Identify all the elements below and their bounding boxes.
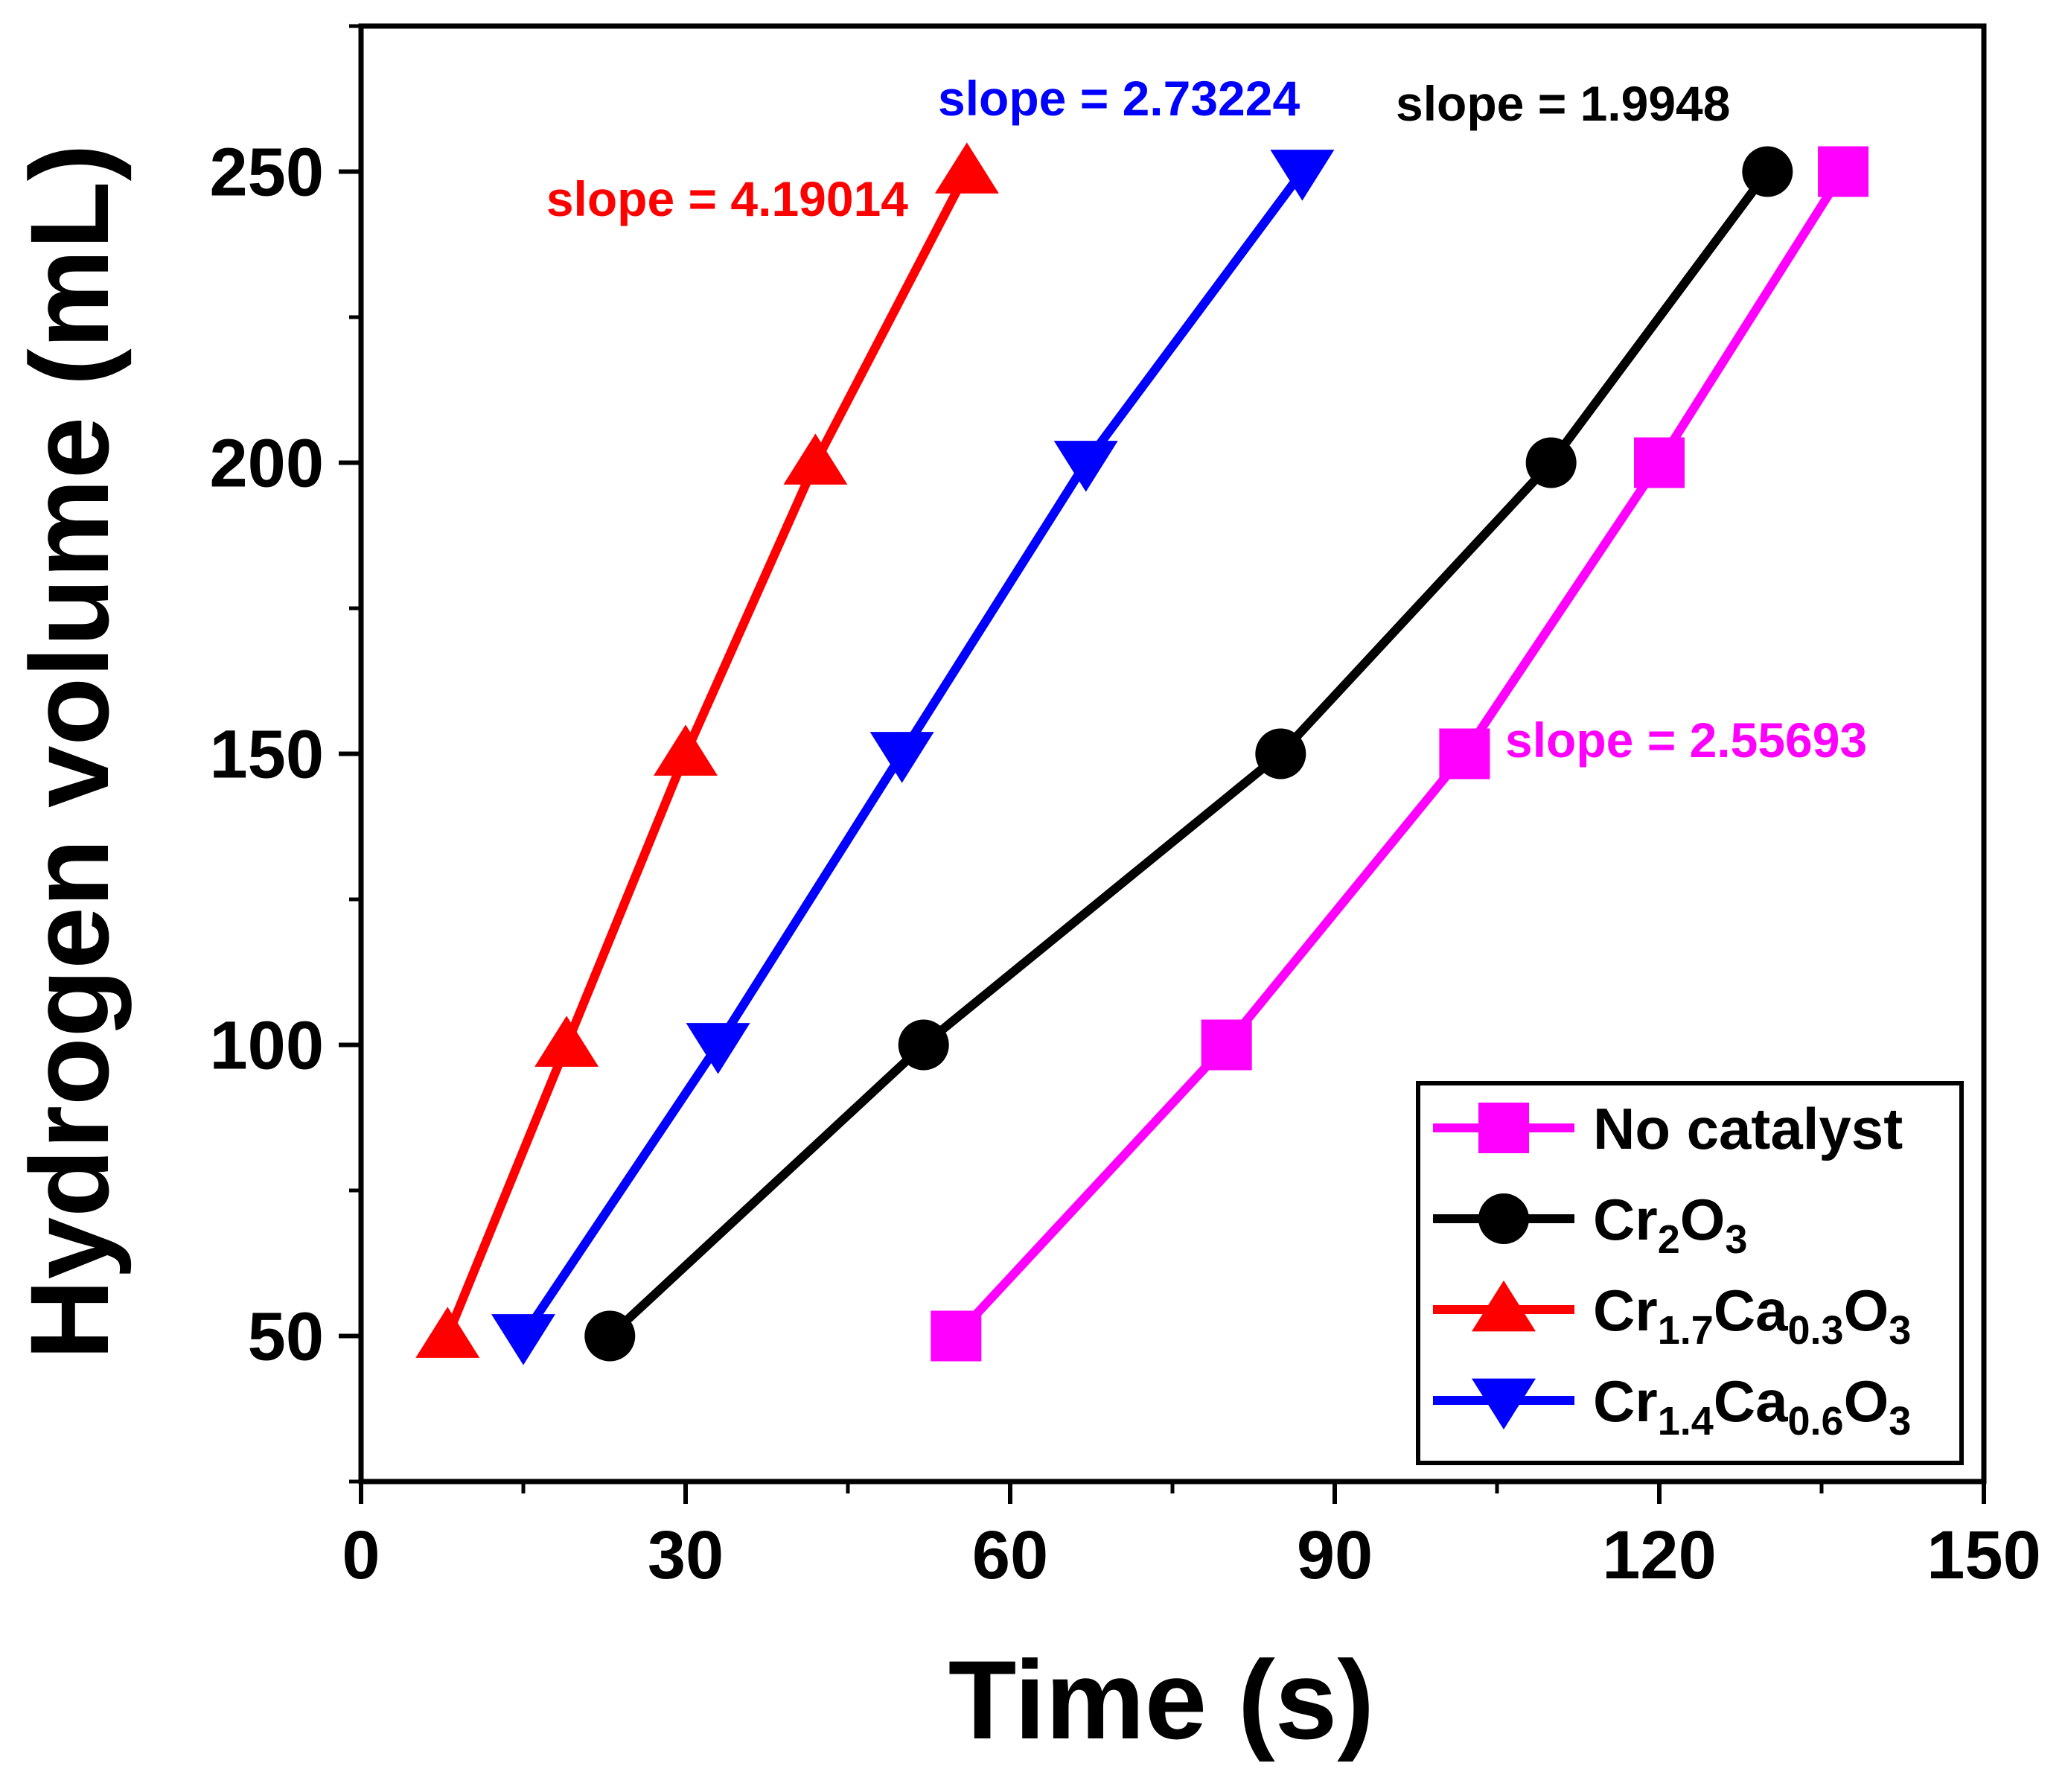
slope-annotation: slope = 2.55693: [1505, 712, 1867, 768]
data-point: [1742, 146, 1793, 197]
y-tick-label: 100: [210, 1008, 325, 1084]
legend-subscript: 0.3: [1787, 1308, 1843, 1353]
data-point: [1818, 146, 1869, 197]
legend-text: Cr: [1593, 1187, 1658, 1252]
legend-text: O: [1844, 1278, 1889, 1343]
legend-subscript: 3: [1889, 1399, 1911, 1444]
axis-ticks: 0 30 60 90 120 150 50 100 150 200 250: [210, 24, 2041, 1593]
legend-marker: [1471, 1378, 1536, 1430]
data-point: [686, 1023, 750, 1074]
legend-entry: Cr1.4Ca0.6O3: [1433, 1368, 1911, 1444]
data-point: [869, 732, 934, 783]
legend-marker: [1478, 1193, 1529, 1244]
legend-subscript: 2: [1658, 1217, 1680, 1262]
data-point: [534, 1015, 599, 1067]
data-point: [584, 1310, 636, 1362]
data-point: [491, 1314, 556, 1365]
legend-label: Cr1.7Ca0.3O3: [1593, 1278, 1911, 1353]
legend-label: Cr1.4Ca0.6O3: [1593, 1368, 1911, 1444]
data-point: [898, 1019, 949, 1071]
legend-entry: Cr1.7Ca0.3O3: [1433, 1278, 1911, 1353]
y-tick-label: 200: [210, 426, 325, 502]
data-point: [1525, 437, 1577, 488]
data-point: [783, 433, 848, 485]
x-tick-label: 150: [1927, 1517, 2041, 1593]
legend-entry: No catalyst: [1433, 1096, 1903, 1161]
x-tick-label: 30: [648, 1517, 724, 1593]
y-tick-label: 250: [210, 135, 325, 211]
data-point: [1270, 150, 1335, 201]
slope-annotations: slope = 2.55693 slope = 1.9948 slope = 4.1…: [546, 71, 1867, 768]
data-point: [653, 724, 718, 776]
data-point: [934, 142, 999, 194]
x-tick-label: 60: [972, 1517, 1048, 1593]
legend-text: O: [1844, 1368, 1889, 1434]
series-2: [415, 142, 999, 1358]
x-tick-label: 90: [1297, 1517, 1373, 1593]
slope-annotation: slope = 1.9948: [1396, 76, 1730, 131]
y-tick-label: 150: [210, 717, 325, 793]
x-tick-label: 120: [1602, 1517, 1717, 1593]
legend-subscript: 1.7: [1658, 1308, 1714, 1353]
x-tick-label: 0: [342, 1517, 380, 1593]
legend-entry: Cr2O3: [1433, 1187, 1747, 1262]
legend-marker: [1478, 1103, 1529, 1153]
legend-text: Ca: [1714, 1368, 1788, 1434]
data-point: [1634, 437, 1685, 488]
legend-subscript: 3: [1889, 1308, 1911, 1353]
legend-subscript: 3: [1725, 1217, 1747, 1262]
legend-subscript: 0.6: [1787, 1399, 1843, 1444]
x-axis-title: Time (s): [948, 1637, 1374, 1762]
legend-text: O: [1680, 1187, 1726, 1252]
data-point: [1255, 728, 1306, 779]
legend-marker: [1471, 1280, 1536, 1332]
y-axis-title: Hydrogen volume (mL): [7, 144, 132, 1359]
data-point: [931, 1310, 982, 1362]
slope-annotation: slope = 4.19014: [546, 171, 908, 226]
slope-annotation: slope = 2.73224: [938, 71, 1300, 126]
series-layer: [415, 142, 1869, 1365]
series-3: [491, 150, 1335, 1365]
legend-text: No catalyst: [1593, 1096, 1903, 1161]
series-1: [584, 146, 1793, 1362]
y-tick-label: 50: [248, 1299, 324, 1375]
legend-subscript: 1.4: [1658, 1399, 1714, 1444]
data-point: [1439, 728, 1490, 779]
legend-label: No catalyst: [1593, 1096, 1903, 1161]
data-point: [1053, 441, 1118, 492]
data-point: [415, 1307, 480, 1358]
data-point: [1201, 1019, 1252, 1071]
series-0: [931, 146, 1869, 1362]
legend-label: Cr2O3: [1593, 1187, 1747, 1262]
legend-text: Cr: [1593, 1368, 1658, 1434]
legend-text: Ca: [1714, 1278, 1788, 1343]
legend-text: Cr: [1593, 1278, 1658, 1343]
